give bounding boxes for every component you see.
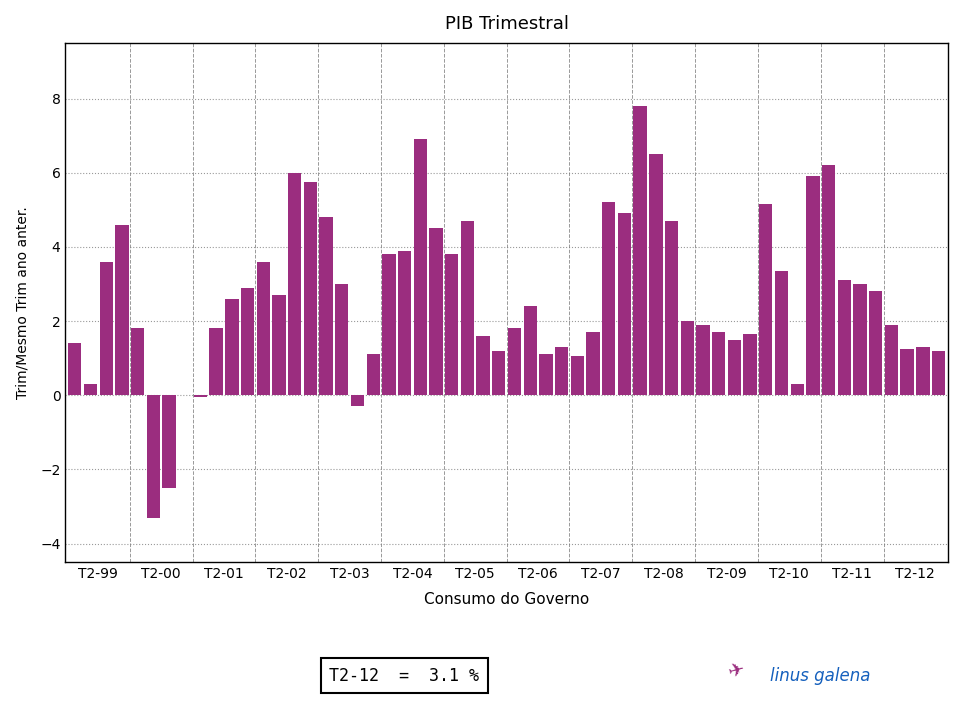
Bar (586, 332, 600, 395)
Bar (320, 217, 333, 395)
Bar (477, 336, 490, 395)
Bar (351, 395, 364, 406)
Bar (696, 325, 710, 395)
Bar (524, 306, 537, 395)
Bar (84, 384, 97, 395)
Bar (146, 395, 160, 518)
Bar (571, 356, 584, 395)
Bar (68, 343, 82, 395)
Bar (555, 347, 568, 395)
Bar (885, 325, 898, 395)
Bar (508, 328, 521, 395)
Bar (681, 321, 694, 395)
Bar (288, 173, 301, 395)
Bar (225, 299, 239, 395)
Bar (759, 204, 772, 395)
Bar (618, 214, 631, 395)
Bar (445, 255, 458, 395)
Bar (131, 328, 144, 395)
Bar (460, 221, 474, 395)
Bar (916, 347, 929, 395)
Bar (303, 182, 317, 395)
Bar (163, 395, 175, 488)
Bar (398, 250, 411, 395)
Bar (273, 295, 286, 395)
Bar (335, 284, 349, 395)
Bar (256, 262, 270, 395)
Bar (194, 395, 207, 397)
Bar (932, 350, 946, 395)
Bar (241, 287, 254, 395)
Bar (869, 291, 882, 395)
Text: ✈: ✈ (726, 659, 747, 681)
Bar (775, 271, 788, 395)
Bar (664, 221, 678, 395)
Bar (853, 284, 867, 395)
Title: PIB Trimestral: PIB Trimestral (445, 15, 569, 33)
X-axis label: Consumo do Governo: Consumo do Governo (424, 592, 589, 607)
Bar (712, 332, 725, 395)
Bar (728, 340, 742, 395)
Bar (791, 384, 804, 395)
Bar (429, 228, 443, 395)
Bar (382, 255, 396, 395)
Bar (209, 328, 222, 395)
Bar (634, 106, 647, 395)
Text: linus galena: linus galena (770, 666, 871, 685)
Bar (838, 280, 851, 395)
Bar (99, 262, 113, 395)
Bar (900, 349, 914, 395)
Bar (743, 334, 757, 395)
Bar (822, 165, 835, 395)
Bar (806, 177, 820, 395)
Bar (602, 202, 615, 395)
Bar (539, 355, 553, 395)
Text: T2-12  =  3.1 %: T2-12 = 3.1 % (329, 666, 480, 685)
Bar (367, 355, 379, 395)
Y-axis label: Trim/Mesmo Trim ano anter.: Trim/Mesmo Trim ano anter. (15, 206, 29, 399)
Bar (492, 350, 506, 395)
Bar (649, 154, 663, 395)
Bar (414, 139, 427, 395)
Bar (116, 225, 129, 395)
